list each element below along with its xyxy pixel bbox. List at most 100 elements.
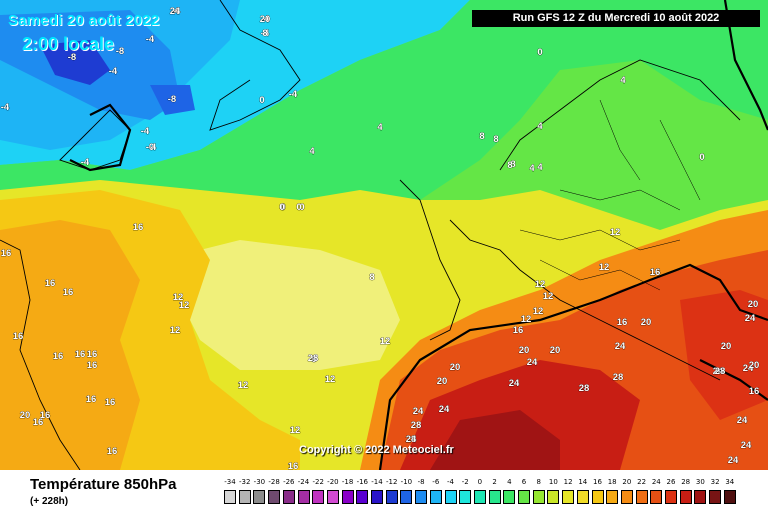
- political-borders: [519, 99, 701, 291]
- isotherm-value-label: 24: [737, 415, 748, 426]
- scale-swatch: [400, 490, 413, 504]
- zone-deep-orange-west: [0, 220, 140, 470]
- scale-label: -18: [341, 478, 354, 486]
- color-scale-bar: [224, 490, 744, 504]
- scale-label: 30: [695, 478, 705, 486]
- isotherm-value-label: 20: [437, 376, 448, 387]
- isotherm-value-label: 28: [715, 366, 726, 377]
- scale-label: -32: [238, 478, 251, 486]
- scale-label: -4: [447, 478, 454, 486]
- isotherm-value-label: 16: [33, 417, 44, 428]
- scale-label: -22: [312, 478, 324, 486]
- scale-label: 28: [681, 478, 691, 486]
- isotherm-value-label: 4: [620, 75, 626, 86]
- isotherm-value-label: 12: [535, 279, 546, 290]
- scale-swatch: [562, 490, 575, 504]
- isotherm-value-label: 16: [53, 351, 64, 362]
- isotherm-value-label: 8: [510, 159, 515, 170]
- isotherm-value-label: 4: [309, 146, 315, 157]
- scale-swatch: [591, 490, 604, 504]
- isotherm-value-label: 12: [238, 380, 249, 391]
- isotherm-value-label: 20: [260, 14, 271, 25]
- isotherm-value-label: 16: [13, 331, 24, 342]
- scale-swatch: [268, 490, 281, 504]
- scale-swatch: [253, 490, 266, 504]
- isotherm-value-label: 16: [86, 394, 97, 405]
- scale-swatch: [356, 490, 369, 504]
- scale-swatch: [444, 490, 457, 504]
- isotherm-value-label: 12: [380, 336, 391, 347]
- scale-swatch: [503, 490, 516, 504]
- scale-swatch: [606, 490, 619, 504]
- isotherm-value-label: 16: [105, 397, 116, 408]
- scale-swatch: [547, 490, 560, 504]
- isotherm-value-label: 20: [450, 362, 461, 373]
- scale-swatch: [459, 490, 472, 504]
- isotherm-value-label: -4: [141, 126, 150, 137]
- isotherm-value-label: -4: [1, 102, 10, 113]
- isotherm-value-label: 24: [527, 357, 538, 368]
- isotherm-value-label: 16: [749, 386, 760, 397]
- isotherm-value-label: 4: [537, 121, 543, 132]
- scale-label: -34: [224, 478, 236, 486]
- isotherm-value-label: 8: [262, 28, 267, 39]
- isotherm-value-label: 16: [45, 278, 56, 289]
- isotherm-value-label: 24: [728, 455, 739, 466]
- scale-swatch: [723, 490, 736, 504]
- isotherm-value-label: 24: [170, 6, 181, 17]
- scale-label: -14: [371, 478, 383, 486]
- isotherm-value-label: 20: [721, 341, 732, 352]
- isotherm-value-label: 8: [493, 134, 498, 145]
- scale-label: -8: [417, 478, 425, 486]
- scale-swatch: [620, 490, 633, 504]
- zone-darkest-red: [430, 410, 560, 470]
- scale-label: 14: [578, 478, 588, 486]
- isotherm-value-label: 16: [87, 360, 98, 371]
- isotherm-value-label: 0: [279, 202, 284, 213]
- isotherm-value-label: -4: [261, 14, 270, 25]
- scale-swatch: [385, 490, 398, 504]
- isotherm-value-label: 0: [296, 202, 301, 213]
- isotherm-value-label: 16: [288, 461, 299, 470]
- isotherm-value-label: 12: [179, 300, 190, 311]
- scale-label: -12: [385, 478, 398, 486]
- scale-label: 26: [666, 478, 676, 486]
- isotherm-value-label: 16: [513, 325, 524, 336]
- zone-light-yellow: [160, 240, 400, 370]
- scale-label: 22: [637, 478, 647, 486]
- run-info-box: Run GFS 12 Z du Mercredi 10 août 2022: [472, 10, 760, 27]
- scale-label: 8: [536, 478, 541, 486]
- isotherm-value-label: 24: [615, 341, 626, 352]
- scale-swatch: [650, 490, 663, 504]
- isotherm-value-label: -4: [148, 142, 157, 153]
- isotherm-value-label: -4: [261, 28, 270, 39]
- scale-label: -6: [432, 478, 440, 486]
- isotherm-value-label: -8: [68, 52, 76, 63]
- forecast-hour: (+ 228h): [30, 496, 69, 507]
- isotherm-value-label: 12: [610, 227, 621, 238]
- isotherm-value-label: 16: [75, 349, 86, 360]
- isotherm-value-label: 12: [290, 425, 301, 436]
- scale-label: -2: [461, 478, 469, 486]
- scale-label: -24: [297, 478, 310, 486]
- isotherm-value-label: 24: [741, 440, 752, 451]
- scale-label: -28: [268, 478, 280, 486]
- forecast-date: Samedi 20 août 2022: [8, 12, 160, 29]
- scale-swatch: [665, 490, 677, 504]
- isotherm-value-label: 12: [599, 262, 610, 273]
- scale-label: 32: [710, 478, 720, 486]
- scale-label: -30: [253, 478, 266, 486]
- scale-label: 34: [725, 478, 735, 486]
- scale-swatch: [238, 490, 251, 504]
- isotherm-value-label: 8: [507, 160, 512, 171]
- scale-swatch: [635, 490, 648, 504]
- isotherm-value-label: 20: [749, 360, 760, 371]
- scale-swatch: [282, 490, 295, 504]
- isotherm-value-label: 28: [411, 420, 422, 431]
- scale-swatch: [326, 490, 339, 504]
- copyright: Copyright © 2022 Meteociel.fr: [299, 444, 454, 456]
- isotherm-value-label: 12: [533, 306, 544, 317]
- isotherm-value-label: 16: [1, 248, 12, 259]
- isotherm-value-label: 8: [369, 272, 374, 283]
